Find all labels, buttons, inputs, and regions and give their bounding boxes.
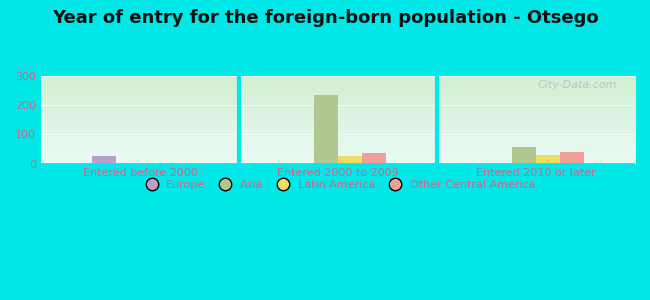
Bar: [512, 148, 536, 164]
Text: City-Data.com: City-Data.com: [538, 80, 618, 89]
Bar: [362, 153, 385, 164]
Legend: Europe, Asia, Latin America, Other Central America: Europe, Asia, Latin America, Other Centr…: [136, 176, 540, 195]
Text: Year of entry for the foreign-born population - Otsego: Year of entry for the foreign-born popul…: [52, 9, 598, 27]
Bar: [560, 152, 584, 164]
Bar: [92, 156, 116, 164]
Bar: [536, 155, 560, 164]
Bar: [314, 95, 338, 164]
Bar: [338, 156, 362, 164]
